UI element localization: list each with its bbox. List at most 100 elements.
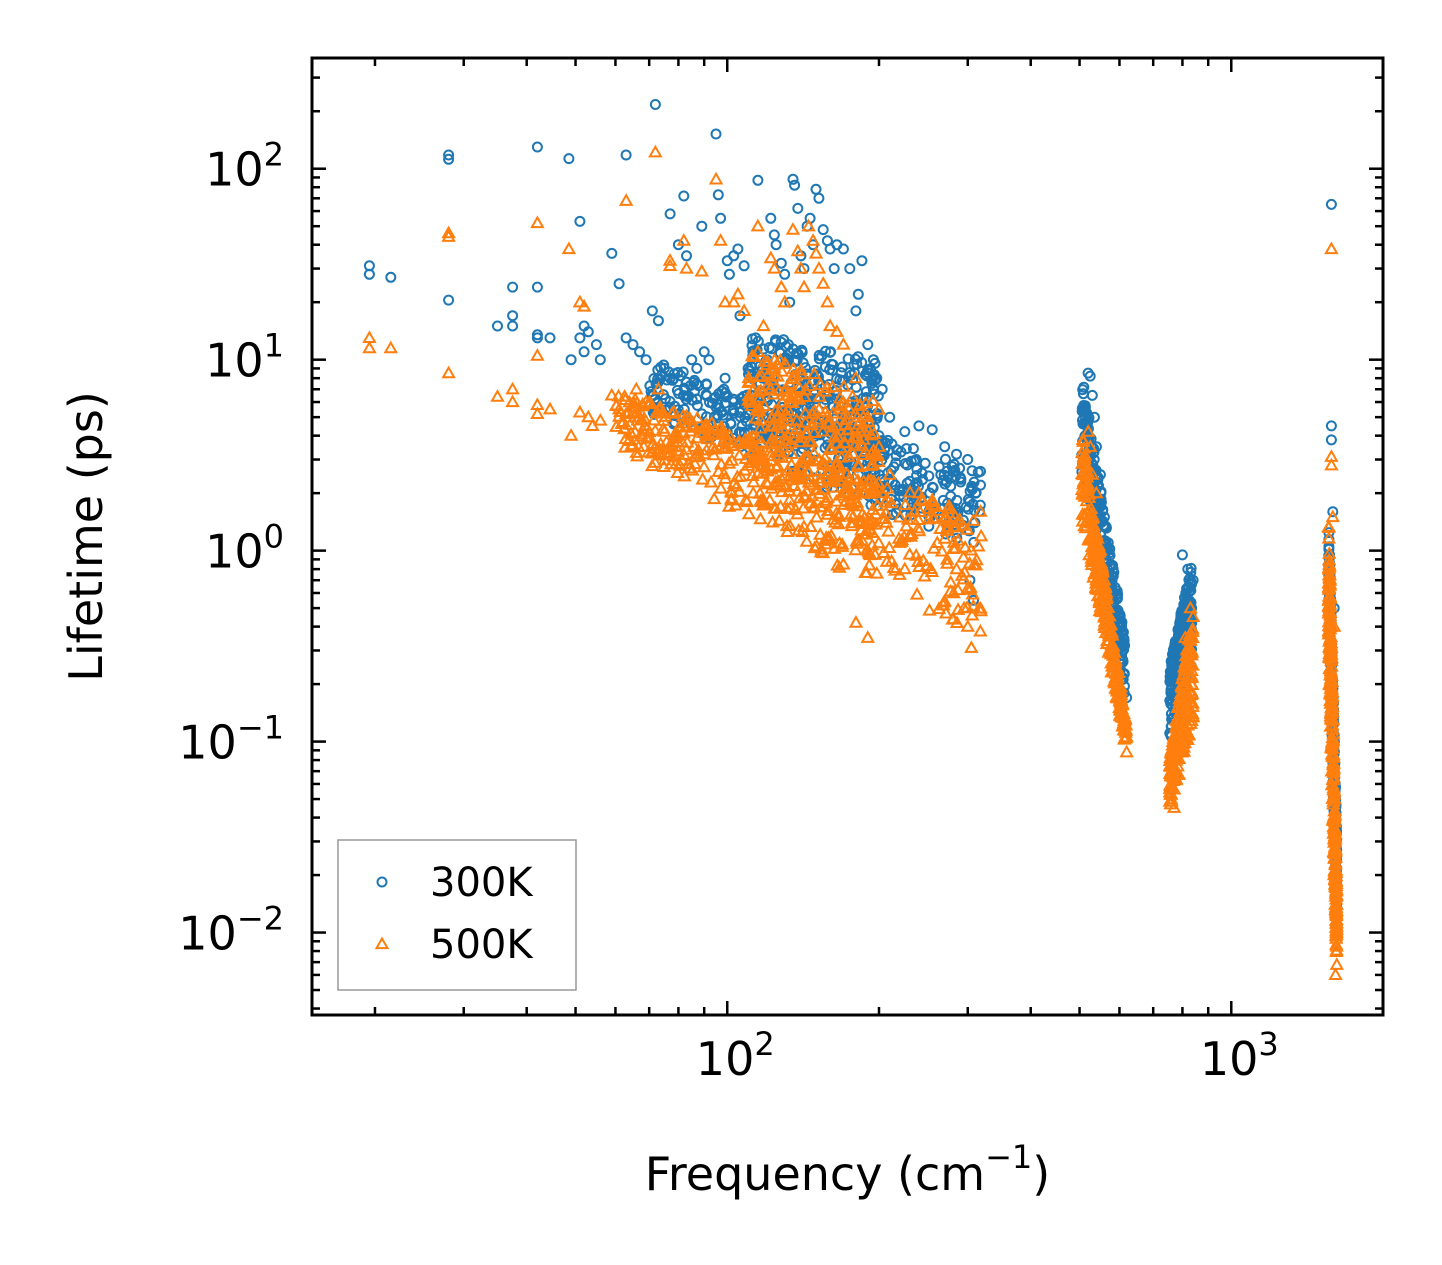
data-point (682, 391, 694, 403)
data-point (1110, 690, 1125, 704)
data-point (865, 393, 881, 407)
data-point (652, 315, 664, 327)
data-point (916, 553, 931, 566)
data-point (937, 509, 952, 523)
data-point (964, 485, 976, 497)
data-point (613, 278, 625, 290)
data-point (855, 513, 870, 526)
data-point (796, 519, 812, 532)
data-point (714, 456, 729, 470)
data-point (627, 339, 639, 351)
tick-labels: 102 103 102 101 100 10−1 10−2 (178, 136, 1278, 1086)
data-point (576, 298, 592, 312)
data-point (1109, 666, 1124, 679)
data-point (821, 532, 836, 545)
data-point (542, 401, 558, 415)
data-point (801, 464, 816, 478)
data-point (788, 429, 804, 443)
data-point (882, 540, 897, 554)
data-point (660, 441, 676, 454)
data-point (877, 494, 893, 508)
data-point (939, 556, 955, 569)
data-point (777, 294, 792, 308)
data-point (950, 582, 966, 596)
data-point (505, 381, 520, 395)
data-point (443, 149, 455, 161)
data-point (848, 370, 864, 384)
data-point (1322, 589, 1338, 603)
data-point (775, 450, 790, 463)
data-point (767, 261, 782, 274)
data-point (715, 212, 727, 224)
data-point (817, 450, 833, 463)
data-point (563, 153, 575, 165)
data-point (1177, 690, 1193, 704)
data-point (956, 549, 971, 563)
data-point (443, 294, 455, 306)
data-point (949, 561, 964, 575)
data-point (1325, 734, 1340, 747)
legend-entry-300K: 300K (376, 860, 534, 906)
data-point (832, 458, 847, 472)
data-point (936, 597, 951, 611)
data-point (871, 401, 887, 415)
data-point (1323, 640, 1339, 654)
data-point (792, 469, 807, 483)
data-point (687, 439, 702, 452)
data-point (774, 364, 790, 377)
data-point (1086, 551, 1102, 564)
legend-entry-500K: 500K (374, 922, 534, 968)
data-point (793, 362, 809, 376)
data-point (770, 239, 782, 251)
data-point (736, 303, 752, 317)
data-point (871, 475, 886, 489)
data-point (616, 414, 631, 427)
data-point (774, 279, 789, 293)
data-point (764, 434, 779, 448)
data-point (825, 419, 841, 433)
data-point (1178, 725, 1194, 739)
data-point (670, 443, 686, 457)
data-point (704, 415, 720, 429)
data-point (940, 512, 956, 526)
data-point (680, 435, 695, 448)
data-point (713, 480, 729, 494)
data-point (1329, 907, 1344, 920)
data-point (975, 479, 986, 491)
data-point (649, 99, 661, 110)
data-point (766, 386, 781, 400)
data-point (805, 406, 820, 419)
data-point (744, 436, 759, 450)
data-point (680, 456, 696, 470)
data-point (902, 484, 918, 498)
data-point (531, 281, 543, 293)
data-point (757, 495, 772, 508)
data-point (943, 574, 958, 588)
data-point (782, 483, 797, 496)
data-point (1105, 627, 1120, 641)
data-point (507, 281, 519, 293)
data-point (851, 458, 867, 472)
data-point (912, 504, 928, 517)
data-point (1086, 389, 1098, 401)
data-point (1175, 727, 1190, 740)
data-point (805, 477, 820, 491)
data-point (931, 503, 946, 516)
data-point (646, 305, 658, 317)
data-point (840, 478, 855, 492)
data-point (805, 233, 821, 246)
data-point (531, 332, 543, 344)
data-point (964, 640, 979, 653)
data-point (1177, 630, 1193, 643)
data-point (1328, 967, 1343, 981)
data-point (741, 393, 756, 406)
data-point (806, 366, 822, 380)
data-point (787, 173, 799, 185)
data-point (971, 538, 986, 552)
data-point (1076, 474, 1091, 487)
data-point (1117, 730, 1133, 744)
data-point (1329, 957, 1345, 970)
data-point (1322, 661, 1338, 675)
data-point (750, 218, 766, 232)
data-point (686, 354, 698, 366)
